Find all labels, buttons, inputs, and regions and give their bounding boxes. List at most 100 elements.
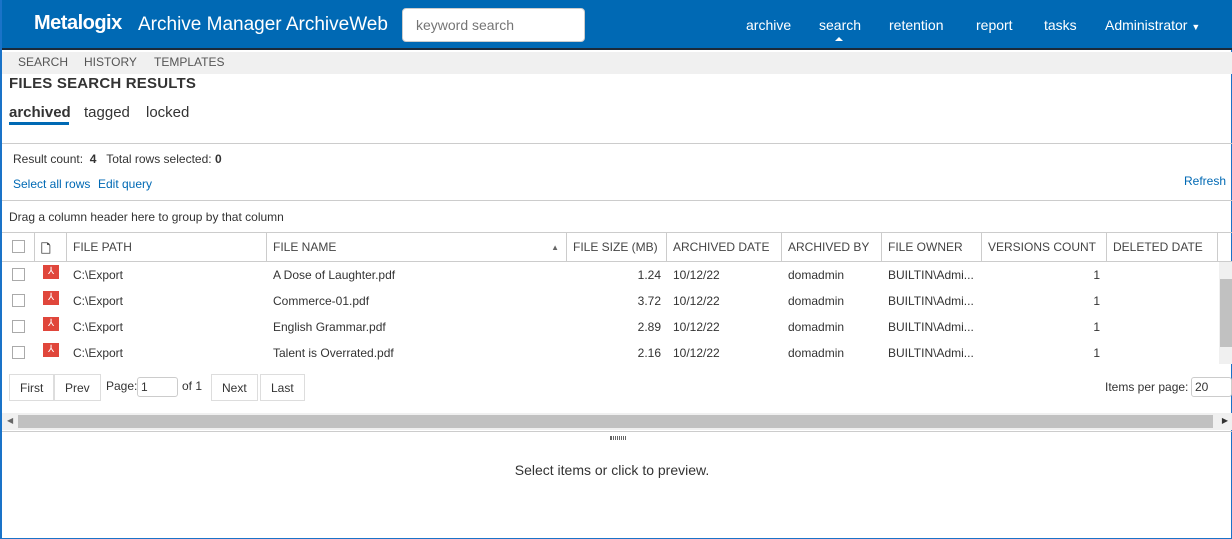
subnav-history[interactable]: HISTORY (84, 55, 137, 69)
pdf-file-icon: ⅄ (43, 265, 59, 279)
cell-by: domadmin (788, 320, 845, 334)
cell-by: domadmin (788, 294, 845, 308)
select-all-rows-link[interactable]: Select all rows (13, 177, 91, 191)
sort-ascending-icon: ▲ (551, 243, 559, 252)
row-checkbox[interactable] (12, 268, 25, 281)
cell-path: C:\Export (73, 294, 124, 308)
nav-report[interactable]: report (976, 17, 1013, 33)
result-count-label: Result count: (13, 152, 84, 166)
nav-search[interactable]: search (819, 17, 862, 33)
result-count: 4 (89, 152, 97, 166)
tab-archived[interactable]: archived (9, 104, 71, 121)
header-file-type: 🗋 (35, 233, 67, 262)
column-header-versions-count[interactable]: VERSIONS COUNT (982, 233, 1107, 262)
cell-owner: BUILTIN\Admi... (888, 268, 974, 282)
app-title: Archive Manager ArchiveWeb (138, 14, 388, 35)
pdf-file-icon: ⅄ (43, 343, 59, 357)
vertical-scrollbar[interactable] (1219, 262, 1232, 364)
cell-path: C:\Export (73, 268, 124, 282)
divider (2, 261, 1232, 262)
cell-date: 10/12/22 (673, 268, 720, 282)
header-select-all[interactable] (2, 233, 35, 262)
column-label: FILE NAME (273, 240, 337, 254)
scroll-left-icon[interactable]: ◀ (7, 416, 14, 425)
first-page-button[interactable]: First (9, 374, 55, 401)
scroll-right-icon[interactable]: ▶ (1221, 416, 1228, 425)
cell-versions: 1 (1093, 294, 1100, 308)
cell-owner: BUILTIN\Admi... (888, 346, 974, 360)
page-label: Page: (106, 379, 138, 393)
next-page-button[interactable]: Next (211, 374, 258, 401)
column-header-deleted-date[interactable]: DELETED DATE (1107, 233, 1218, 262)
prev-page-button[interactable]: Prev (54, 374, 101, 401)
cell-name: English Grammar.pdf (273, 320, 386, 334)
cell-path: C:\Export (73, 346, 124, 360)
cell-versions: 1 (1093, 346, 1100, 360)
subnav-search[interactable]: SEARCH (18, 55, 69, 69)
column-header-archived-date[interactable]: ARCHIVED DATE (667, 233, 782, 262)
preview-placeholder: Select items or click to preview. (514, 462, 710, 478)
cell-name: A Dose of Laughter.pdf (273, 268, 396, 282)
result-summary: Result count: 4 Total rows selected: 0 (13, 152, 222, 166)
caret-down-icon: ▼ (1191, 22, 1201, 32)
rows-selected: 0 (214, 152, 222, 166)
items-per-page-input[interactable] (1191, 377, 1232, 397)
splitter-handle-icon[interactable] (610, 436, 626, 440)
divider (2, 143, 1232, 144)
cell-size: 2.16 (637, 346, 661, 360)
page-title: FILES SEARCH RESULTS (9, 75, 197, 92)
cell-by: domadmin (788, 346, 845, 360)
nav-retention[interactable]: retention (889, 17, 944, 33)
pdf-file-icon: ⅄ (43, 291, 59, 305)
column-header-file-owner[interactable]: FILE OWNER (882, 233, 982, 262)
cell-size: 1.24 (637, 268, 661, 282)
top-header (2, 0, 1232, 50)
table-row[interactable]: ⅄ C:\Export Commerce-01.pdf 3.72 10/12/22 dom… (2, 288, 1218, 314)
table-row[interactable]: ⅄ C:\Export English Grammar.pdf 2.89 10/12/2… (2, 314, 1218, 340)
cell-owner: BUILTIN\Admi... (888, 320, 974, 334)
scrollbar-thumb[interactable] (1220, 279, 1232, 347)
cell-path: C:\Export (73, 320, 124, 334)
cell-owner: BUILTIN\Admi... (888, 294, 974, 308)
items-per-page-label: Items per page: (1105, 380, 1189, 394)
tab-tagged[interactable]: tagged (84, 104, 130, 121)
last-page-button[interactable]: Last (260, 374, 305, 401)
logo[interactable]: Metalogix (34, 12, 122, 34)
cell-name: Talent is Overrated.pdf (273, 346, 394, 360)
column-header-file-name[interactable]: FILE NAME ▲ (267, 233, 567, 262)
cell-date: 10/12/22 (673, 346, 720, 360)
row-checkbox[interactable] (12, 320, 25, 333)
active-indicator-icon (835, 37, 843, 41)
row-checkbox[interactable] (12, 294, 25, 307)
scrollbar-thumb[interactable] (18, 415, 1213, 428)
row-checkbox[interactable] (12, 346, 25, 359)
checkbox[interactable] (12, 240, 25, 253)
table-row[interactable]: ⅄ C:\Export Talent is Overrated.pdf 2.16 10/… (2, 340, 1218, 366)
edit-query-link[interactable]: Edit query (98, 177, 153, 191)
refresh-link[interactable]: Refresh (1184, 174, 1227, 188)
cell-date: 10/12/22 (673, 320, 720, 334)
cell-versions: 1 (1093, 320, 1100, 334)
cell-size: 2.89 (637, 320, 661, 334)
tab-locked[interactable]: locked (146, 104, 190, 121)
active-tab-underline (9, 122, 69, 125)
user-menu[interactable]: Administrator ▼ (1105, 17, 1200, 33)
page-input[interactable] (137, 377, 178, 397)
document-icon: 🗋 (41, 242, 51, 256)
page-of: of 1 (182, 379, 203, 393)
divider (2, 200, 1232, 201)
cell-size: 3.72 (637, 294, 661, 308)
column-header-archived-by[interactable]: ARCHIVED BY (782, 233, 882, 262)
horizontal-scrollbar[interactable]: ◀ ▶ (2, 413, 1232, 430)
pdf-file-icon: ⅄ (43, 317, 59, 331)
column-header-file-size[interactable]: FILE SIZE (MB) (567, 233, 667, 262)
table-row[interactable]: ⅄ C:\Export A Dose of Laughter.pdf 1.24 10/1… (2, 262, 1218, 288)
column-header-file-path[interactable]: FILE PATH (67, 233, 267, 262)
cell-date: 10/12/22 (673, 294, 720, 308)
user-name: Administrator (1105, 17, 1188, 33)
nav-archive[interactable]: archive (746, 17, 792, 33)
keyword-search-input[interactable] (402, 8, 585, 42)
nav-tasks[interactable]: tasks (1044, 17, 1077, 33)
cell-versions: 1 (1093, 268, 1100, 282)
subnav-templates[interactable]: TEMPLATES (154, 55, 225, 69)
